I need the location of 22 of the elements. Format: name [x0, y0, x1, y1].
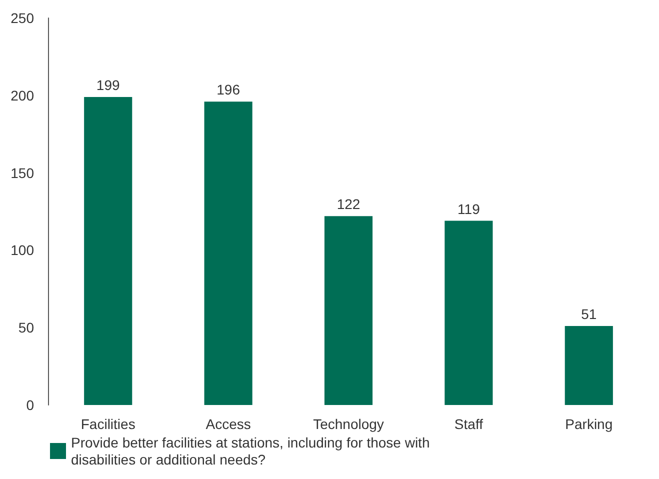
y-tick-label: 50: [18, 320, 34, 336]
x-tick-label: Staff: [454, 416, 484, 432]
x-tick-label: Technology: [313, 416, 384, 432]
y-tick-label: 250: [10, 10, 34, 26]
data-label: 199: [96, 76, 120, 93]
data-label: 119: [458, 200, 480, 217]
bar: [84, 96, 132, 405]
bar: [204, 102, 252, 405]
legend-label: Provide better facilities at stations, including for those with disabilities or additional needs?: [71, 434, 434, 468]
bar: [324, 216, 373, 405]
x-tick-label: Parking: [565, 416, 613, 432]
data-label: 196: [216, 82, 240, 98]
bar: [564, 326, 613, 405]
data-label: 51: [581, 306, 597, 322]
y-tick-label: 200: [10, 87, 34, 104]
y-tick-label: 0: [26, 397, 34, 413]
x-tick-label: Facilities: [80, 416, 136, 432]
y-tick-label: 100: [10, 242, 34, 258]
bar: [444, 220, 493, 405]
data-label: 122: [336, 196, 360, 212]
x-tick-label: Access: [206, 416, 251, 432]
y-tick-label: 150: [10, 164, 34, 181]
